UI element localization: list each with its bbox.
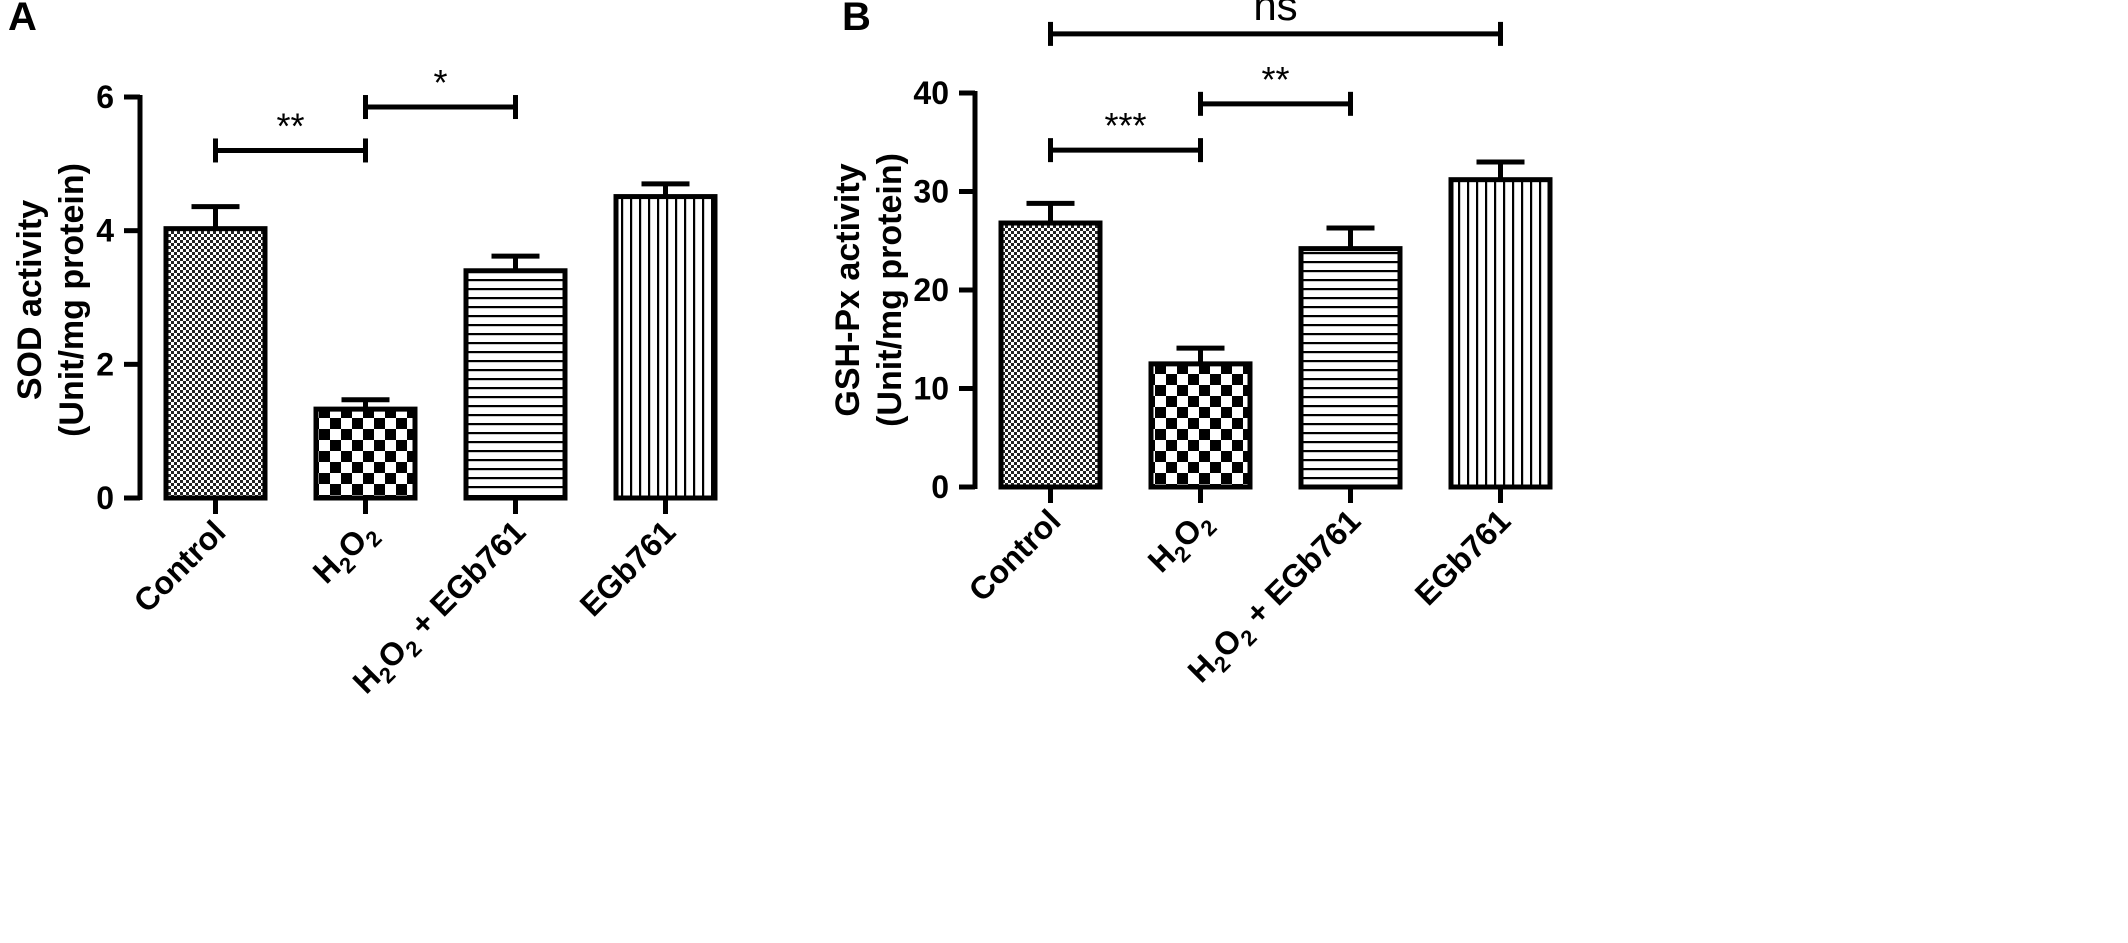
y-tick-label: 0 (96, 480, 114, 516)
bar (998, 220, 1103, 490)
bar (613, 194, 718, 501)
bar (1148, 361, 1253, 490)
panel-b: B GSH-Px activity (Unit/mg protein) 0 10 20 30… (829, 0, 1553, 689)
bar (1298, 246, 1403, 490)
y-axis-unit: (Unit/mg protein) (871, 153, 909, 427)
significance-label: ns (1253, 0, 1297, 29)
y-tick-label: 4 (96, 213, 114, 249)
bar (1448, 177, 1553, 490)
bar (463, 268, 568, 501)
y-tick-label: 6 (96, 79, 114, 115)
y-tick-label: 30 (913, 174, 949, 210)
x-tick-label: H2O2 (1141, 502, 1222, 583)
x-tick-label: H2O2 (306, 513, 387, 594)
x-tick-label: Control (127, 513, 233, 619)
y-axis-title: GSH-Px activity (829, 163, 867, 416)
x-tick-label: Control (962, 502, 1068, 608)
y-tick-label: 20 (913, 272, 949, 308)
x-tick-label: EGb761 (1408, 502, 1518, 612)
panel-a: A SOD activity (Unit/mg protein) 0 2 4 6 Contro… (8, 0, 718, 700)
significance-label: ** (1261, 59, 1289, 100)
significance-label: ** (276, 105, 304, 146)
significance-label: * (433, 62, 447, 103)
significance-label: *** (1104, 105, 1146, 146)
y-axis-title: SOD activity (11, 200, 49, 400)
y-tick-label: 10 (913, 371, 949, 407)
y-tick-label: 0 (931, 469, 949, 505)
panel-letter: B (842, 0, 871, 39)
bar (313, 406, 418, 501)
x-tick-label: EGb761 (573, 513, 683, 623)
panel-letter: A (8, 0, 37, 39)
y-axis-unit: (Unit/mg protein) (53, 163, 91, 437)
bar (163, 226, 268, 501)
y-tick-label: 40 (913, 75, 949, 111)
y-tick-label: 2 (96, 346, 114, 382)
